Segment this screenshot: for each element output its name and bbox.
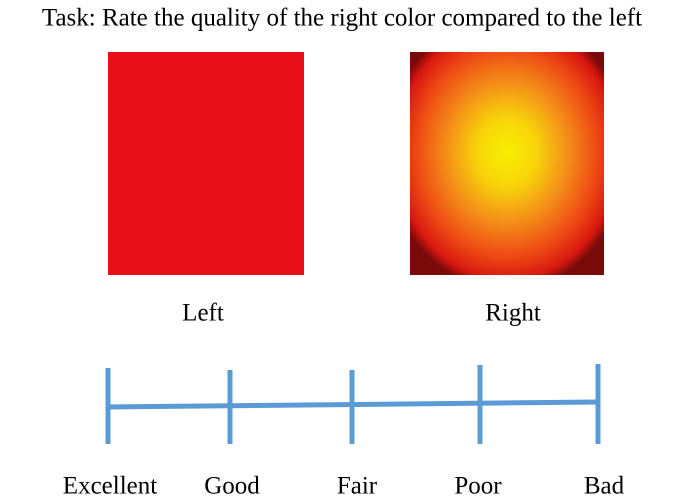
right-color bbox=[410, 52, 604, 275]
scale-label: Good bbox=[204, 473, 260, 499]
left-color bbox=[108, 52, 304, 275]
scale: Excellent Good Fair Poor Bad bbox=[63, 364, 625, 499]
scale-label: Fair bbox=[337, 473, 378, 499]
scale-label: Excellent bbox=[63, 473, 157, 499]
scale-label: Poor bbox=[454, 473, 502, 499]
image-label: Left bbox=[182, 300, 224, 327]
scale-label: Bad bbox=[584, 473, 625, 499]
image-label: Right bbox=[485, 300, 541, 327]
task-text: Task: Rate the quality of the right colo… bbox=[42, 5, 642, 32]
